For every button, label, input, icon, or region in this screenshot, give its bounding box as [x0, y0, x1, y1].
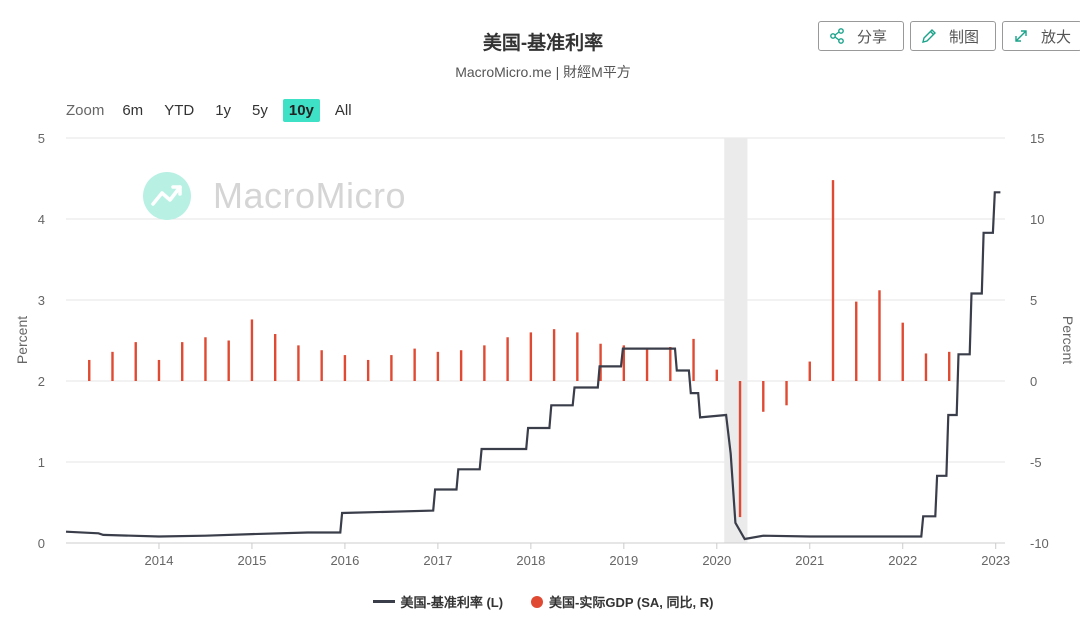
gdp-bar[interactable] [529, 332, 533, 381]
chart-subtitle: MacroMicro.me | 財經M平方 [455, 64, 631, 80]
gdp-bar[interactable] [343, 355, 347, 381]
x-tick-label: 2021 [795, 553, 824, 568]
y-left-tick-label: 1 [38, 455, 45, 470]
pencil-icon [922, 29, 936, 43]
x-tick-label: 2015 [237, 553, 266, 568]
gdp-bar[interactable] [111, 351, 114, 381]
y-right-tick-label: 15 [1030, 131, 1044, 146]
gdp-bar[interactable] [622, 345, 626, 381]
x-tick-label: 2022 [888, 553, 917, 568]
x-tick-label: 2014 [145, 553, 174, 568]
x-tick-label: 2020 [702, 553, 731, 568]
chart-canvas: 0 -10 1 -5 2 0 3 5 4 10 5 15 2014 2015 2016 2017 2018 201… [14, 131, 1076, 568]
watermark: MacroMicro [143, 172, 406, 220]
range-ytd-button[interactable]: YTD [164, 102, 195, 119]
range-selector-label: Zoom [66, 102, 105, 119]
range-all-button[interactable]: All [334, 102, 352, 119]
x-tick-label: 2016 [330, 553, 359, 568]
expand-icon [1015, 30, 1027, 42]
gdp-bar[interactable] [576, 332, 579, 381]
y-right-tick-label: -5 [1030, 455, 1042, 470]
recession-shading [724, 138, 748, 543]
gdp-bar[interactable] [366, 359, 370, 381]
gdp-bar[interactable] [204, 337, 207, 381]
y-left-tick-label: 0 [38, 536, 45, 551]
x-tick-label: 2018 [516, 553, 545, 568]
range-selector: Zoom 6m YTD 1y 5y 10y All [66, 99, 367, 122]
y-right-tick-label: 10 [1030, 212, 1044, 227]
gdp-bar[interactable] [924, 353, 928, 381]
macromicro-logo-icon [143, 172, 191, 220]
gdp-bar[interactable] [762, 381, 765, 412]
y-right-tick-label: -10 [1030, 536, 1049, 551]
gdp-bar[interactable] [390, 355, 393, 381]
gdp-bar[interactable] [157, 359, 161, 381]
share-label: 分享 [857, 28, 888, 46]
chart-legend: 美国-基准利率 (L) 美国-实际GDP (SA, 同比, R) [0, 592, 1080, 611]
range-1y-button[interactable]: 1y [215, 102, 232, 119]
gdp-bar[interactable] [181, 342, 184, 381]
gdp-bar[interactable] [273, 334, 277, 381]
y-right-tick-label: 5 [1030, 293, 1037, 308]
share-icon [830, 28, 844, 44]
y-left-tick-label: 5 [38, 131, 45, 146]
legend-item-rate[interactable]: 美国-基准利率 (L) [372, 592, 504, 611]
x-tick-label: 2017 [423, 553, 452, 568]
gdp-bar[interactable] [134, 342, 137, 381]
watermark-text: MacroMicro [213, 175, 407, 216]
gdp-bar[interactable] [436, 351, 440, 381]
gdp-bar[interactable] [878, 290, 881, 381]
gdp-bar[interactable] [948, 351, 951, 381]
gdp-bar[interactable] [692, 338, 695, 381]
legend-dot-swatch [531, 595, 544, 608]
y-axis-right-label: Percent [1060, 316, 1076, 364]
axes: 0 -10 1 -5 2 0 3 5 4 10 5 15 2014 2015 2016 2017 2018 201… [38, 131, 1049, 568]
share-button[interactable]: 分享 [818, 21, 904, 51]
gdp-bar[interactable] [715, 369, 718, 381]
gdp-bar[interactable] [645, 348, 649, 381]
rate-series-line [65, 191, 1001, 541]
gdp-bar[interactable] [320, 350, 323, 381]
gdp-bar[interactable] [250, 319, 254, 381]
range-10y-button[interactable]: 10y [282, 99, 320, 122]
gdp-bar[interactable] [785, 381, 788, 406]
x-tick-label: 2019 [609, 553, 638, 568]
legend-gdp-label: 美国-实际GDP (SA, 同比, R) [549, 595, 714, 610]
gdp-bar[interactable] [738, 381, 742, 518]
gdp-bar[interactable] [901, 322, 904, 381]
legend-rate-label: 美国-基准利率 (L) [400, 595, 504, 610]
draw-button[interactable]: 制图 [910, 21, 996, 51]
y-left-tick-label: 4 [38, 212, 45, 227]
y-right-tick-label: 0 [1030, 374, 1037, 389]
gdp-bar[interactable] [669, 346, 672, 381]
gdp-bar[interactable] [808, 361, 811, 381]
expand-button[interactable]: 放大 [1002, 21, 1080, 51]
gdp-bar[interactable] [552, 329, 556, 381]
recession-band [724, 138, 748, 543]
y-left-tick-label: 2 [38, 374, 45, 389]
expand-label: 放大 [1041, 28, 1072, 46]
range-5y-button[interactable]: 5y [252, 102, 268, 119]
legend-line-swatch [372, 600, 395, 603]
chart-title: 美国-基准利率 [482, 33, 604, 54]
range-6m-button[interactable]: 6m [122, 102, 144, 119]
gdp-bar[interactable] [88, 359, 91, 381]
gdp-bar[interactable] [831, 180, 835, 381]
gdp-bar[interactable] [506, 337, 509, 381]
gdp-bar[interactable] [855, 301, 858, 381]
y-axis-left-label: Percent [14, 316, 30, 364]
gdp-bars [88, 180, 951, 518]
gdp-bar[interactable] [227, 340, 230, 382]
legend-item-gdp[interactable]: 美国-实际GDP (SA, 同比, R) [531, 592, 713, 611]
draw-label: 制图 [949, 28, 980, 46]
gdp-bar[interactable] [599, 343, 602, 381]
gdp-bar[interactable] [413, 348, 416, 381]
gdp-bar[interactable] [483, 345, 486, 381]
x-tick-label: 2023 [981, 553, 1010, 568]
gdp-bar[interactable] [459, 350, 463, 381]
gdp-bar[interactable] [297, 345, 300, 381]
y-left-tick-label: 3 [38, 293, 45, 308]
